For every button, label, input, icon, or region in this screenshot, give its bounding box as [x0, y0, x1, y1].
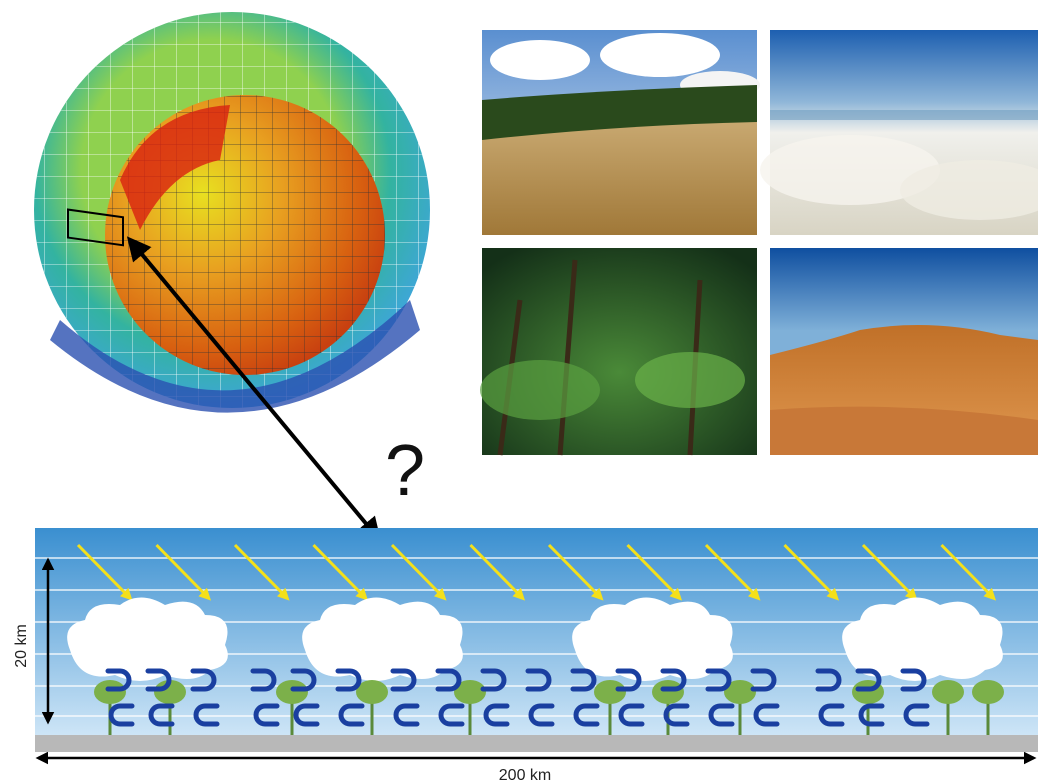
circulation-bottom — [483, 703, 510, 727]
question-mark: ? — [385, 431, 425, 511]
ground — [35, 735, 1038, 752]
circulation-top — [335, 668, 362, 692]
sun-ray — [76, 543, 133, 601]
sun-ray — [861, 543, 918, 601]
circulation-bottom — [148, 703, 175, 727]
cloud — [842, 597, 1003, 681]
circulation-bottom — [903, 703, 930, 727]
photo-forest — [480, 248, 757, 456]
photo-desert — [770, 248, 1038, 455]
circulation-top — [105, 668, 132, 692]
circulation-top — [705, 668, 732, 692]
circulation-bottom — [253, 703, 280, 727]
circulation-top — [435, 668, 462, 692]
tree-crown — [594, 680, 626, 704]
circulation-top — [525, 668, 552, 692]
tree-crown — [652, 680, 684, 704]
circulation-bottom — [818, 703, 845, 727]
circulation-bottom — [618, 703, 645, 727]
sun-ray — [940, 543, 997, 601]
circulation-top — [390, 668, 417, 692]
circulation-bottom — [663, 703, 690, 727]
circulation-top — [290, 668, 317, 692]
tree-crown — [932, 680, 964, 704]
circulation-bottom — [708, 703, 735, 727]
circulation-top — [145, 668, 172, 692]
tree-crown — [724, 680, 756, 704]
width-label: 200 km — [499, 767, 551, 784]
tree-crown — [276, 680, 308, 704]
circulation-top — [900, 668, 927, 692]
tree-crown — [154, 680, 186, 704]
sun-ray — [312, 543, 369, 601]
tree-crown — [356, 680, 388, 704]
photo-clouds — [760, 30, 1038, 235]
height-label: 20 km — [13, 624, 30, 668]
circulation-top — [615, 668, 642, 692]
sun-ray — [155, 543, 212, 601]
photo-grassland — [482, 30, 760, 235]
tree-crown — [972, 680, 1004, 704]
circulation-bottom — [193, 703, 220, 727]
circulation-top — [570, 668, 597, 692]
sun-ray — [704, 543, 761, 601]
circulation-top — [855, 668, 882, 692]
model-panel — [35, 528, 1038, 738]
sun-ray — [469, 543, 526, 601]
tree-crown — [94, 680, 126, 704]
link-arrow — [126, 236, 382, 542]
circulation-top — [250, 668, 277, 692]
circulation-bottom — [393, 703, 420, 727]
sun-ray — [390, 543, 447, 601]
cloud — [67, 597, 228, 681]
globe — [34, 12, 430, 413]
circulation-bottom — [338, 703, 365, 727]
circulation-bottom — [438, 703, 465, 727]
sun-ray — [783, 543, 840, 601]
sun-ray — [626, 543, 683, 601]
circulation-top — [750, 668, 777, 692]
cloud — [302, 597, 463, 681]
circulation-top — [190, 668, 217, 692]
circulation-bottom — [753, 703, 780, 727]
circulation-top — [480, 668, 507, 692]
circulation-bottom — [573, 703, 600, 727]
circulation-bottom — [528, 703, 555, 727]
circulation-bottom — [108, 703, 135, 727]
sun-ray — [547, 543, 604, 601]
circulation-top — [815, 668, 842, 692]
circulation-bottom — [858, 703, 885, 727]
cloud — [572, 597, 733, 681]
circulation-top — [660, 668, 687, 692]
circulation-bottom — [293, 703, 320, 727]
tree-crown — [454, 680, 486, 704]
sun-ray — [233, 543, 290, 601]
